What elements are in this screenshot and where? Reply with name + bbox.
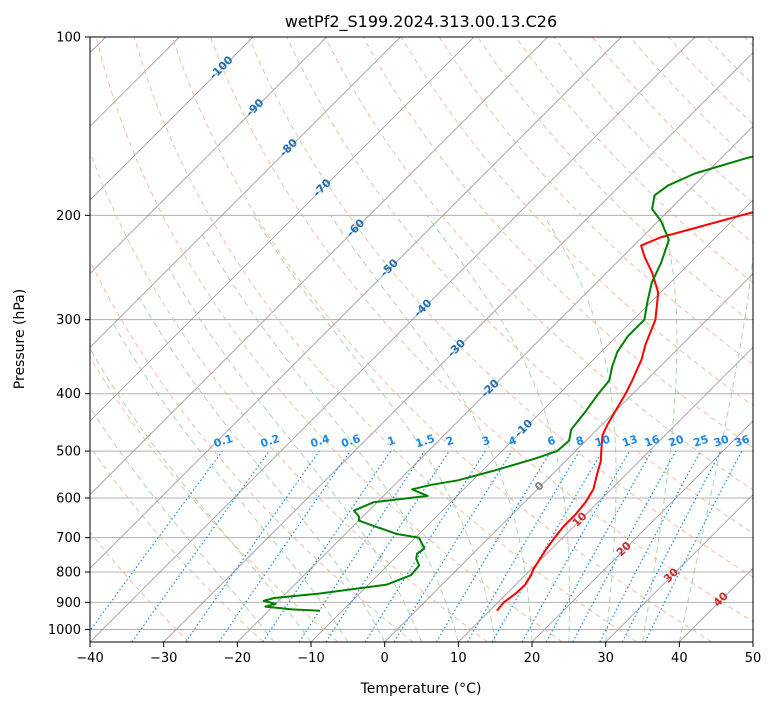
- moist-adiabat-line: [329, 215, 533, 642]
- dry-adiabats: [90, 37, 753, 642]
- profile-lines: [262, 155, 753, 612]
- x-axis-ticks: −40 −30 −20 −10 0 10 20 30 40 50: [76, 642, 761, 666]
- y-tick-label: 1000: [48, 623, 81, 638]
- x-tick-label: 10: [450, 651, 467, 666]
- mixing-ratio-label: 0.6: [340, 432, 363, 450]
- dry-adiabat-line: [90, 445, 264, 642]
- plot-frame: [89, 36, 754, 643]
- x-tick-label: 50: [745, 651, 762, 666]
- x-tick-label: −20: [224, 651, 251, 666]
- isotherm-line: [90, 37, 475, 422]
- y-tick-label: 700: [56, 531, 81, 546]
- mixing-ratio-line: [521, 450, 631, 642]
- isotherm-line: [90, 37, 254, 201]
- mixing-ratio-label: 1.5: [414, 432, 437, 450]
- moist-adiabat-line: [426, 215, 571, 642]
- mixing-ratio-label: 13: [621, 433, 640, 450]
- y-tick-label: 500: [56, 445, 81, 460]
- dewpoint-profile-line: [262, 155, 753, 612]
- dry-adiabat-line: [90, 531, 190, 642]
- mixing-ratio-line: [131, 450, 270, 642]
- mixing-ratio-label: 6: [546, 434, 558, 449]
- dry-adiabat-line: [90, 150, 488, 642]
- dry-adiabat-line: [210, 37, 753, 623]
- mixing-ratio-label: 30: [712, 433, 731, 450]
- isotherm-line: [605, 494, 753, 642]
- dry-adiabat-line: [90, 259, 414, 642]
- mixing-ratio-line: [572, 450, 677, 642]
- moist-adiabat-line: [202, 234, 459, 642]
- moist-adiabat-line: [168, 268, 422, 642]
- y-tick-label: 400: [56, 387, 81, 402]
- moist-adiabat-line: [678, 251, 753, 642]
- mixing-ratio-line: [545, 450, 653, 642]
- dry-adiabat-line: [515, 37, 753, 284]
- dry-adiabat-line: [286, 37, 753, 534]
- dry-adiabat-line: [90, 356, 339, 642]
- mixing-ratio-label: 25: [692, 433, 711, 450]
- y-tick-label: 100: [56, 31, 81, 46]
- y-tick-label: 300: [56, 313, 81, 328]
- isotherm-line: [531, 420, 753, 642]
- mixing-ratio-label: 20: [667, 433, 686, 450]
- mixing-ratio-line: [325, 450, 450, 642]
- x-tick-label: 30: [597, 651, 614, 666]
- mixing-ratio-line: [262, 450, 392, 642]
- y-tick-label: 200: [56, 209, 81, 224]
- moist-adiabat-line: [543, 215, 617, 642]
- y-tick-label: 900: [56, 596, 81, 611]
- mixing-ratio-line: [393, 450, 513, 642]
- isotherm-line: [237, 125, 753, 642]
- y-axis-label: Pressure (hPa): [12, 289, 28, 389]
- isotherm-line: [458, 346, 753, 642]
- mixing-ratio-label: 36: [733, 433, 752, 450]
- y-tick-label: 600: [56, 492, 81, 507]
- x-tick-label: 40: [671, 651, 688, 666]
- isotherm-line: [384, 273, 753, 642]
- y-tick-label: 800: [56, 566, 81, 581]
- x-tick-label: 0: [381, 651, 389, 666]
- isotherm-line: [90, 37, 622, 569]
- dry-adiabat-line: [95, 37, 563, 642]
- dry-adiabat-line: [400, 37, 753, 407]
- dry-adiabat-line: [438, 37, 753, 366]
- mixing-ratio-line: [298, 450, 425, 642]
- isotherm-line: [90, 37, 401, 348]
- mixing-ratio-label: 8: [574, 434, 585, 449]
- x-tick-label: −10: [297, 651, 324, 666]
- temperature-profile-line: [496, 211, 753, 612]
- mixing-ratio-label: 0.4: [309, 432, 332, 450]
- mixing-ratio-lines: [90, 450, 743, 642]
- mixing-ratio-line: [185, 450, 320, 642]
- x-tick-label: −30: [150, 651, 177, 666]
- dry-adiabat-line: [248, 37, 753, 578]
- moist-adiabat-line: [642, 215, 678, 642]
- mixing-ratio-label: 2: [444, 434, 455, 449]
- moist-adiabat-line: [90, 406, 275, 642]
- isotherm-line: [163, 52, 753, 642]
- moist-adiabat-line: [139, 297, 386, 642]
- isotherm-line: [90, 37, 327, 275]
- mixing-ratio-line: [218, 450, 351, 642]
- x-tick-label: 20: [524, 651, 541, 666]
- chart-title: wetPf2_S199.2024.313.00.13.C26: [285, 12, 557, 32]
- mixing-ratio-label: 16: [643, 433, 662, 450]
- mixing-ratio-label: 3: [480, 434, 491, 449]
- mixing-ratio-label: 1: [386, 434, 397, 449]
- dry-adiabat-line: [133, 37, 638, 642]
- mixing-ratio-label: 10: [593, 433, 612, 450]
- mixing-ratio-label: 0.2: [259, 432, 282, 450]
- mixing-ratio-line: [644, 450, 743, 642]
- x-axis-label: Temperature (°C): [360, 681, 482, 697]
- dry-adiabat-line: [171, 37, 712, 642]
- y-axis-ticks: 1000 900 800 700 600 500 400 300 200 100: [48, 31, 90, 638]
- x-tick-label: −40: [76, 651, 103, 666]
- moist-adiabat-line: [90, 348, 312, 642]
- mixing-ratio-label: 4: [507, 434, 519, 449]
- mixing-ratio-label: 0.1: [212, 432, 235, 450]
- isotherm-line: [90, 37, 548, 496]
- mixing-ratio-line: [90, 450, 223, 632]
